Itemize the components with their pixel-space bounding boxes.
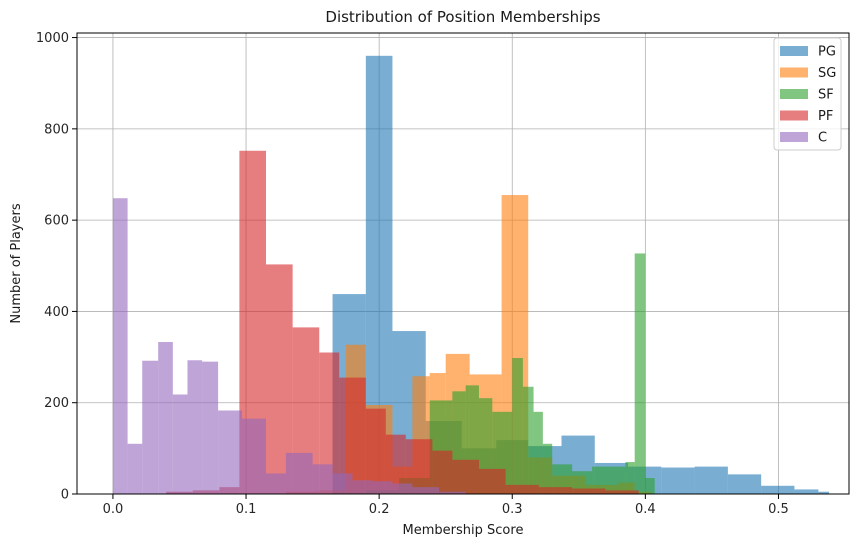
histogram-bar	[522, 386, 534, 494]
histogram-bar	[727, 474, 762, 494]
series-c	[112, 198, 466, 494]
x-tick-label: 0.2	[369, 502, 390, 517]
x-axis-label: Membership Score	[403, 523, 524, 538]
histogram-bar	[285, 452, 313, 494]
histogram-bar	[761, 485, 795, 494]
x-tick-label: 0.4	[635, 502, 656, 517]
histogram-bar	[818, 491, 830, 494]
y-tick-label: 800	[44, 122, 69, 137]
histogram-bar	[505, 484, 539, 494]
histogram-bar	[661, 467, 695, 494]
y-tick-label: 0	[61, 488, 69, 503]
x-tick-label: 0.0	[103, 502, 124, 517]
histogram-bar	[142, 360, 159, 494]
y-tick-label: 1000	[36, 31, 69, 46]
histogram-bar	[634, 253, 646, 494]
histogram-bar	[172, 394, 188, 494]
histogram-bar	[552, 464, 573, 494]
legend-swatch	[780, 132, 808, 142]
histogram-bar	[572, 471, 593, 494]
histogram-bar	[794, 489, 819, 494]
histogram-bar	[242, 418, 267, 494]
legend-swatch	[780, 46, 808, 56]
histogram-bar	[158, 342, 173, 494]
histogram-bar	[572, 488, 606, 494]
chart-title: Distribution of Position Memberships	[325, 8, 600, 26]
histogram-bar	[625, 462, 635, 494]
legend-swatch	[780, 67, 808, 78]
histogram-bar	[365, 408, 386, 494]
histogram-bar	[512, 357, 523, 494]
x-tick-label: 0.3	[502, 502, 523, 517]
y-tick-label: 600	[44, 214, 69, 229]
y-axis-label: Number of Players	[9, 203, 24, 323]
legend-label: SG	[818, 66, 836, 81]
legend-swatch	[780, 110, 808, 121]
histogram-bar	[542, 443, 553, 494]
histogram-bar	[112, 198, 128, 494]
histogram-bar	[694, 466, 728, 494]
y-tick-label: 200	[44, 396, 69, 411]
legend-swatch	[780, 89, 808, 99]
histogram-bar	[605, 490, 639, 494]
x-tick-label: 0.5	[768, 502, 789, 517]
histogram-bar	[312, 464, 333, 494]
histogram-bar	[319, 352, 340, 494]
histogram-bar	[385, 434, 406, 494]
histogram-bar	[432, 450, 453, 494]
histogram-bar	[533, 411, 543, 494]
histogram-bar	[412, 487, 440, 494]
histogram-bar	[127, 443, 143, 494]
axes: 0.0 0.1 0.2 0.3 0.4 0.5 0 200 400 600 800 1000	[36, 31, 850, 517]
histogram-bar	[392, 483, 413, 494]
histogram-bar	[452, 459, 479, 494]
series-pg	[332, 55, 830, 495]
histogram-bar	[202, 361, 219, 494]
histogram-bar	[352, 480, 373, 494]
histogram-bar	[218, 410, 243, 494]
histogram-bar	[187, 360, 203, 494]
plot-frame	[76, 32, 850, 495]
histogram-bars	[112, 55, 830, 495]
x-tick-label: 0.1	[236, 502, 257, 517]
y-tick-label: 400	[44, 305, 69, 320]
legend-label: PG	[818, 45, 836, 60]
histogram-bar	[645, 478, 655, 494]
histogram-bar	[332, 473, 353, 494]
histogram-bar	[266, 473, 286, 494]
legend-label: C	[818, 131, 827, 146]
histogram-bar	[538, 487, 573, 494]
histogram-bar	[478, 468, 506, 494]
legend-label: PF	[818, 109, 833, 124]
histogram-bar	[372, 481, 393, 494]
histogram-bar	[439, 491, 466, 494]
legend: PG SG SF PF C	[773, 37, 842, 151]
legend-label: SF	[818, 88, 834, 103]
